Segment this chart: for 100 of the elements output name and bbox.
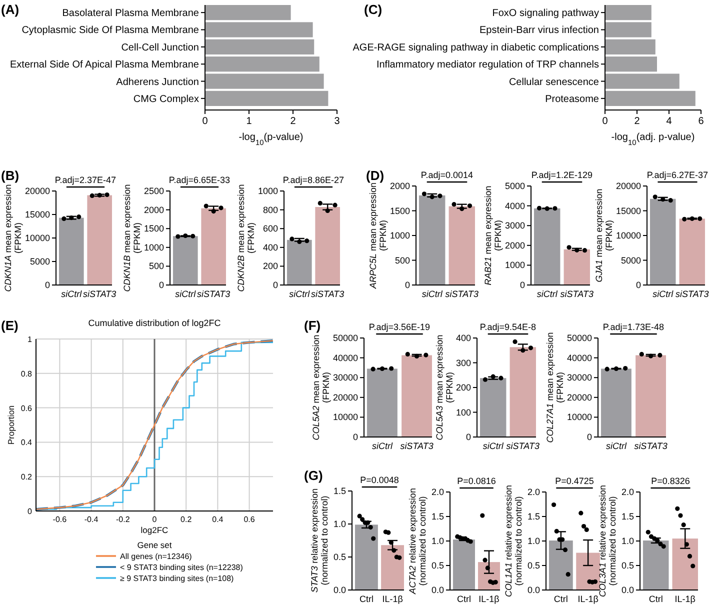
text: P=0.0816 <box>457 476 496 486</box>
y-tick-label: 20000 <box>24 186 50 196</box>
x-tick-label: IL-1β <box>578 594 598 604</box>
bar <box>605 56 657 72</box>
y-tick-label: 20000 <box>332 392 358 402</box>
y-axis-title: COL27A1 mean expression (FPKM) <box>545 332 565 443</box>
y-tick-label: 50000 <box>566 333 592 343</box>
x-tick-label: siCtrl <box>372 441 394 451</box>
y-tick-label: 0.0 <box>527 585 540 595</box>
x-tick-label: -0.6 <box>52 515 68 524</box>
x-tick-label: 0.4 <box>212 515 224 524</box>
y-tick-label: 30000 <box>332 372 358 383</box>
y-tick-label: 400 <box>456 333 471 343</box>
y-tick-label: 2.0 <box>621 487 634 497</box>
text: (B) <box>1 168 20 183</box>
x-tick-label: siSTAT3 <box>676 289 709 299</box>
y-tick-label: 10000 <box>332 412 358 422</box>
text: P.adj=1.2E-129 <box>531 170 593 180</box>
text: (C) <box>364 2 382 17</box>
y-tick-label: 200 <box>262 261 278 272</box>
bar <box>205 22 313 38</box>
text: P.adj=6.65E-33 <box>168 175 230 185</box>
y-tick-label: 1.0 <box>333 519 346 529</box>
y-tick-label: 1.5 <box>527 512 540 522</box>
y-axis-title: GJA1 mean expression (FPKM) <box>594 188 614 282</box>
y-tick-label: 200 <box>456 382 471 392</box>
text: (A) <box>1 2 20 17</box>
y-tick-label: 500 <box>394 255 410 266</box>
x-tick-label: Ctrl <box>457 594 471 604</box>
y-tick-label: 20000 <box>616 181 641 191</box>
x-tick-label: Ctrl <box>648 594 663 604</box>
y-tick-label: 0.5 <box>333 552 346 562</box>
y-tick-label: Basolateral Plasma Membrane <box>62 8 200 20</box>
x-tick-label: 0 <box>202 116 208 127</box>
y-tick-label: Inflammatory mediator regulation of TRP channels <box>376 60 599 71</box>
y-tick-label: AGE-RAGE signaling pathway in diabetic complications <box>352 42 599 54</box>
y-tick-label: 0.0 <box>431 585 444 595</box>
x-tick-label: siSTAT3 <box>197 289 230 299</box>
y-tick-label: 0 <box>158 280 164 290</box>
x-tick-label: 2 <box>634 116 640 127</box>
y-tick-label: 0 <box>352 432 358 442</box>
y-tick-label: 4000 <box>504 200 525 211</box>
y-tick-label: 1500 <box>390 206 410 216</box>
legend-label: ≥ 9 STAT3 binding sites (n=108) <box>120 574 234 583</box>
y-axis-title: CDKN2B mean expression (FPKM) <box>236 184 256 292</box>
y-tick-label: 0 <box>636 280 641 290</box>
x-axis-title: -log$_{10}$(p-value) <box>238 132 304 146</box>
y-tick-label: 30000 <box>566 372 592 383</box>
y-tick-label: Epstein-Barr virus infection <box>480 25 599 36</box>
y-tick-label: 5000 <box>504 181 525 191</box>
y-tick-label: 0.5 <box>527 560 540 570</box>
y-tick-label: 10000 <box>616 230 641 240</box>
y-tick-label: Adherens Junction <box>116 76 199 88</box>
x-tick-label: 6 <box>698 116 704 127</box>
x-tick-label: IL-1β <box>478 594 500 604</box>
y-tick-label: 0 <box>586 432 592 442</box>
y-tick-label: 1000 <box>504 260 525 270</box>
x-tick-label: siSTAT3 <box>560 289 594 299</box>
y-tick-label: 0.8 <box>20 369 33 378</box>
y-tick-label: 600 <box>262 224 278 234</box>
y-tick-label: 1.5 <box>333 486 346 496</box>
y-tick-label: 0.2 <box>20 472 33 482</box>
x-tick-label: siCtrl <box>482 441 504 451</box>
y-tick-label: 0 <box>520 280 525 290</box>
y-tick-label: 2.0 <box>431 487 444 497</box>
y-axis-title: ARPC5L mean expression (FPKM) <box>368 182 388 290</box>
y-tick-label: 40000 <box>332 352 358 363</box>
y-tick-label: 2000 <box>504 240 525 250</box>
x-tick-label: siCtrl <box>536 289 558 299</box>
y-tick-label: External Side Of Apical Plasma Membrane <box>10 60 200 71</box>
bar <box>605 39 656 54</box>
x-tick-label: 1 <box>246 116 252 127</box>
y-tick-label: 0.6 <box>20 404 33 413</box>
y-tick-label: 100 <box>456 407 471 418</box>
y-tick-label: Cellular senescence <box>508 76 600 88</box>
y-tick-label: 0 <box>466 432 471 442</box>
y-tick-label: 15000 <box>24 210 50 220</box>
text: P.adj=3.56E-19 <box>368 322 430 332</box>
y-axis-title: CDKN1A mean expression (FPKM) <box>3 184 23 292</box>
bar <box>605 90 696 106</box>
y-tick-label: 0 <box>28 507 33 516</box>
y-tick-label: 5000 <box>30 256 50 266</box>
y-tick-label: 2000 <box>144 204 164 215</box>
y-tick-label: 2500 <box>144 186 164 196</box>
x-tick-label: Ctrl <box>359 594 374 604</box>
legend-label: All genes (n=12346) <box>120 552 192 561</box>
chart-title: Cumulative distribution of log2FC <box>88 318 222 328</box>
x-axis-title: log2FC <box>140 525 168 535</box>
y-tick-label: 1500 <box>144 224 164 234</box>
text: P.adj=8.86E-27 <box>282 175 344 185</box>
text: P=0.0048 <box>360 475 399 485</box>
y-tick-label: Cell-Cell Junction <box>121 42 199 54</box>
bar <box>205 5 291 20</box>
x-tick-label: siCtrl <box>422 289 444 299</box>
text: P.adj=9.54E-8 <box>480 322 536 332</box>
x-tick-label: siSTAT3 <box>506 441 540 451</box>
text: P.adj=0.0014 <box>420 170 474 180</box>
x-tick-label: siSTAT3 <box>445 289 478 299</box>
x-tick-label: 2 <box>290 116 296 127</box>
y-tick-label: 5000 <box>620 255 641 266</box>
